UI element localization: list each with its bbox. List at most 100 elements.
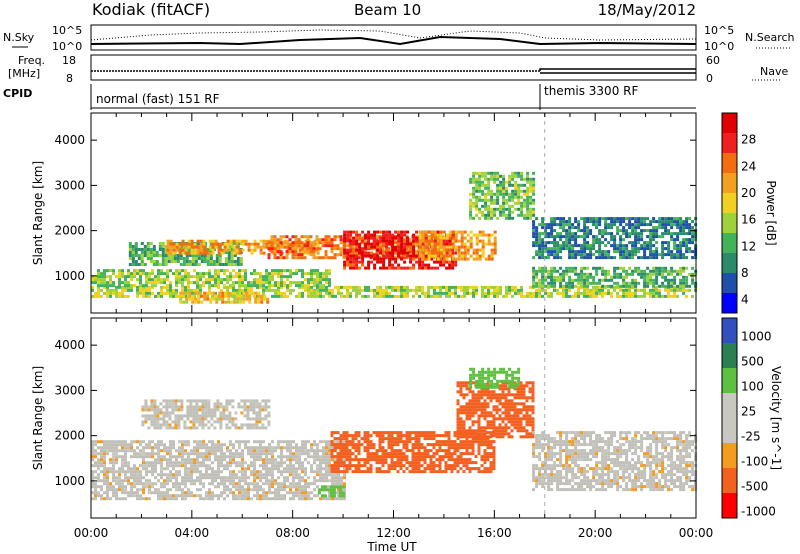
cell	[166, 251, 170, 255]
cell	[385, 294, 388, 298]
cell	[673, 238, 677, 242]
cell	[202, 446, 205, 450]
cell	[373, 245, 377, 249]
cell	[280, 458, 283, 462]
cell	[166, 494, 169, 498]
cell	[535, 241, 539, 245]
cell	[550, 250, 554, 254]
cell	[472, 171, 476, 175]
cell	[201, 399, 205, 403]
cell	[169, 479, 172, 483]
cell	[661, 217, 665, 221]
cell	[238, 479, 241, 483]
cell	[175, 275, 178, 279]
cell	[262, 285, 265, 289]
cell	[529, 177, 533, 181]
cell	[190, 251, 194, 255]
cell	[583, 229, 587, 233]
cell	[194, 257, 198, 260]
cell	[254, 291, 258, 295]
colorbar-tick-label: 20	[741, 186, 756, 200]
cell	[247, 452, 250, 456]
cell	[418, 239, 422, 243]
cell	[217, 494, 220, 498]
cell	[349, 291, 352, 295]
cell	[208, 476, 211, 480]
cell	[94, 482, 97, 486]
cell	[409, 260, 413, 264]
cell	[382, 254, 386, 258]
cell	[109, 281, 112, 285]
cell	[328, 479, 331, 483]
cell	[649, 241, 653, 245]
cell	[376, 257, 380, 261]
cell	[289, 449, 292, 453]
cell	[658, 269, 662, 273]
cell	[565, 238, 569, 242]
cell	[517, 213, 521, 217]
cell	[262, 245, 266, 249]
cell	[229, 476, 232, 480]
cell	[280, 294, 283, 298]
cell	[321, 238, 325, 242]
cell	[601, 284, 605, 288]
cell	[538, 247, 542, 251]
cell	[445, 260, 449, 264]
cell	[490, 189, 494, 193]
cell	[565, 294, 568, 298]
cell	[610, 278, 614, 282]
cell	[517, 288, 520, 292]
cell	[408, 250, 412, 254]
cell	[673, 285, 676, 289]
cell	[400, 288, 403, 292]
cell	[136, 440, 139, 444]
cell	[409, 245, 413, 249]
cell	[475, 251, 479, 255]
cell	[172, 497, 175, 501]
cell	[496, 207, 500, 211]
cell	[661, 241, 665, 245]
cell	[241, 479, 244, 483]
cell	[136, 269, 139, 273]
cell	[118, 476, 121, 480]
cell	[595, 281, 599, 285]
cell	[541, 288, 544, 292]
cell	[151, 455, 154, 459]
cell	[592, 241, 596, 245]
cell	[103, 449, 106, 453]
cell	[191, 263, 195, 266]
cell	[139, 440, 142, 444]
cell	[179, 294, 183, 298]
cell	[625, 269, 629, 273]
cell	[322, 278, 325, 282]
cell	[688, 247, 692, 251]
cell	[229, 440, 232, 444]
cell	[595, 291, 598, 295]
cell	[667, 247, 671, 251]
cell	[523, 198, 527, 202]
cell	[322, 440, 325, 444]
cell	[291, 250, 295, 254]
cell	[142, 294, 145, 298]
cell	[691, 250, 695, 254]
cell	[196, 449, 199, 453]
cell	[103, 446, 106, 450]
cell	[340, 479, 343, 483]
nsky-trace	[90, 35, 697, 46]
cell	[103, 284, 106, 288]
cell	[238, 485, 241, 489]
cell	[159, 426, 163, 430]
cell	[313, 272, 316, 276]
cell	[691, 220, 695, 224]
cell	[325, 285, 328, 289]
cell	[646, 281, 650, 285]
cell	[270, 238, 274, 242]
cell	[432, 256, 436, 260]
cell	[523, 189, 527, 193]
cell	[472, 294, 475, 298]
cell	[235, 275, 238, 279]
cell	[188, 294, 192, 298]
cell	[121, 281, 124, 285]
cell	[496, 288, 499, 292]
cell	[229, 488, 232, 492]
